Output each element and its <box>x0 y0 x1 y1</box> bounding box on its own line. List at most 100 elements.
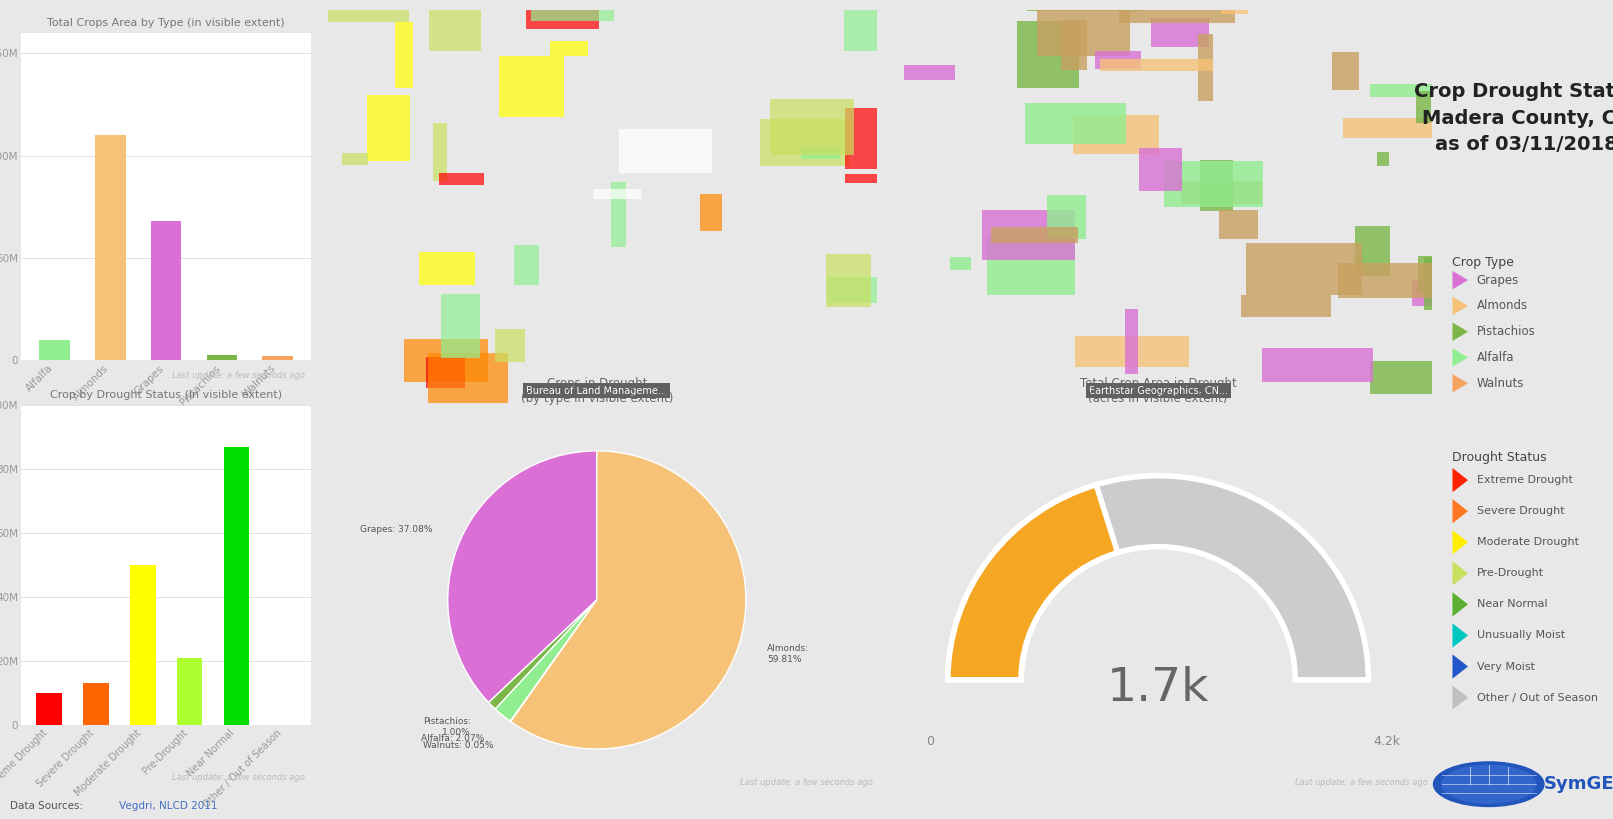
Bar <box>342 153 368 165</box>
Bar <box>1016 21 1079 88</box>
Polygon shape <box>1452 296 1468 315</box>
Bar <box>826 277 894 303</box>
Bar <box>1139 147 1182 191</box>
Bar <box>826 254 871 307</box>
Wedge shape <box>489 600 597 709</box>
Text: Last update: a few seconds ago: Last update: a few seconds ago <box>173 772 305 781</box>
Wedge shape <box>511 450 745 749</box>
Bar <box>1245 243 1361 295</box>
Polygon shape <box>1452 592 1468 617</box>
Circle shape <box>1442 765 1536 803</box>
Bar <box>419 251 474 285</box>
Bar <box>844 0 905 52</box>
Bar <box>1095 51 1140 69</box>
Text: Last update: a few seconds ago: Last update: a few seconds ago <box>173 371 305 380</box>
Polygon shape <box>1452 499 1468 523</box>
Bar <box>905 65 955 80</box>
Bar <box>1337 263 1455 298</box>
Bar <box>1061 20 1087 70</box>
Bar <box>1200 160 1232 210</box>
Text: Walnuts: Walnuts <box>1476 377 1524 390</box>
Bar <box>1431 268 1548 300</box>
Text: Moderate Drought: Moderate Drought <box>1476 537 1579 547</box>
Bar <box>619 129 711 174</box>
Bar <box>39 340 69 360</box>
Bar <box>1150 18 1210 47</box>
Text: Alfalfa: 2.07%: Alfalfa: 2.07% <box>421 734 484 743</box>
Title: Crop by Drought Status (in visible extent): Crop by Drought Status (in visible exten… <box>50 391 282 400</box>
Bar <box>611 182 626 247</box>
Bar <box>429 10 481 51</box>
Bar <box>224 447 250 725</box>
Text: Grapes: 37.08%: Grapes: 37.08% <box>360 525 432 534</box>
Text: Very Moist: Very Moist <box>1476 662 1534 672</box>
Bar <box>1181 181 1263 204</box>
Bar <box>550 41 589 56</box>
Bar <box>526 0 600 29</box>
Text: Crop Drought Status
Madera County, CA
as of 03/11/2018: Crop Drought Status Madera County, CA as… <box>1413 82 1613 154</box>
Bar <box>95 135 126 360</box>
Text: 1.7k: 1.7k <box>1107 666 1210 711</box>
Text: Pistachios: Pistachios <box>1476 325 1536 338</box>
Bar <box>1416 91 1431 123</box>
Text: Drought Status: Drought Status <box>1452 451 1547 464</box>
Bar <box>426 356 465 387</box>
Title: Crops in Drought
(by type in visible extent): Crops in Drought (by type in visible ext… <box>521 378 673 405</box>
Text: Almonds: Almonds <box>1476 300 1528 312</box>
Bar <box>263 356 294 360</box>
Text: Bureau of Land Manageme...: Bureau of Land Manageme... <box>526 386 668 396</box>
Bar <box>395 21 413 88</box>
Bar <box>498 57 563 117</box>
Bar <box>35 693 61 725</box>
Bar <box>1355 226 1390 277</box>
Polygon shape <box>1452 686 1468 710</box>
Wedge shape <box>448 450 597 703</box>
Wedge shape <box>948 485 1118 680</box>
Bar <box>1219 210 1258 239</box>
Bar <box>1371 84 1452 97</box>
Polygon shape <box>1452 654 1468 679</box>
Bar <box>1344 118 1436 138</box>
Wedge shape <box>495 600 597 722</box>
Bar <box>800 147 840 159</box>
Bar <box>760 119 848 165</box>
Text: Alfalfa: Alfalfa <box>1476 351 1515 364</box>
Polygon shape <box>1452 561 1468 586</box>
Bar <box>1076 336 1189 368</box>
Bar <box>1037 0 1131 56</box>
Text: Data Sources:: Data Sources: <box>10 801 85 811</box>
Bar <box>368 94 410 161</box>
Text: Grapes: Grapes <box>1476 274 1519 287</box>
Text: Unusually Moist: Unusually Moist <box>1476 631 1565 640</box>
Text: Severe Drought: Severe Drought <box>1476 506 1565 516</box>
Text: Other / Out of Season: Other / Out of Season <box>1476 693 1597 703</box>
Bar <box>845 174 889 183</box>
Polygon shape <box>1452 623 1468 648</box>
Bar <box>1378 152 1389 165</box>
Bar <box>1124 310 1139 374</box>
Bar <box>327 1 410 22</box>
Text: Pre-Drought: Pre-Drought <box>1476 568 1544 578</box>
Title: Total Crops Area by Type (in visible extent): Total Crops Area by Type (in visible ext… <box>47 18 286 28</box>
Text: Vegdri, NLCD 2011: Vegdri, NLCD 2011 <box>119 801 218 811</box>
Bar <box>427 353 508 403</box>
Bar <box>439 173 484 184</box>
Bar <box>1424 256 1510 310</box>
Bar <box>950 256 971 270</box>
Bar <box>1119 0 1236 23</box>
Bar <box>531 0 615 21</box>
Bar <box>1073 115 1158 155</box>
Bar <box>1242 295 1331 317</box>
Bar <box>131 565 155 725</box>
Wedge shape <box>510 600 597 722</box>
Bar <box>700 194 721 231</box>
Text: Extreme Drought: Extreme Drought <box>1476 475 1573 485</box>
Bar <box>515 245 539 285</box>
Wedge shape <box>948 476 1368 680</box>
Bar <box>1026 103 1126 144</box>
Bar <box>1221 0 1247 14</box>
Text: Near Normal: Near Normal <box>1476 600 1547 609</box>
Bar <box>403 339 487 382</box>
Text: 0: 0 <box>926 735 934 749</box>
Bar <box>769 99 855 155</box>
